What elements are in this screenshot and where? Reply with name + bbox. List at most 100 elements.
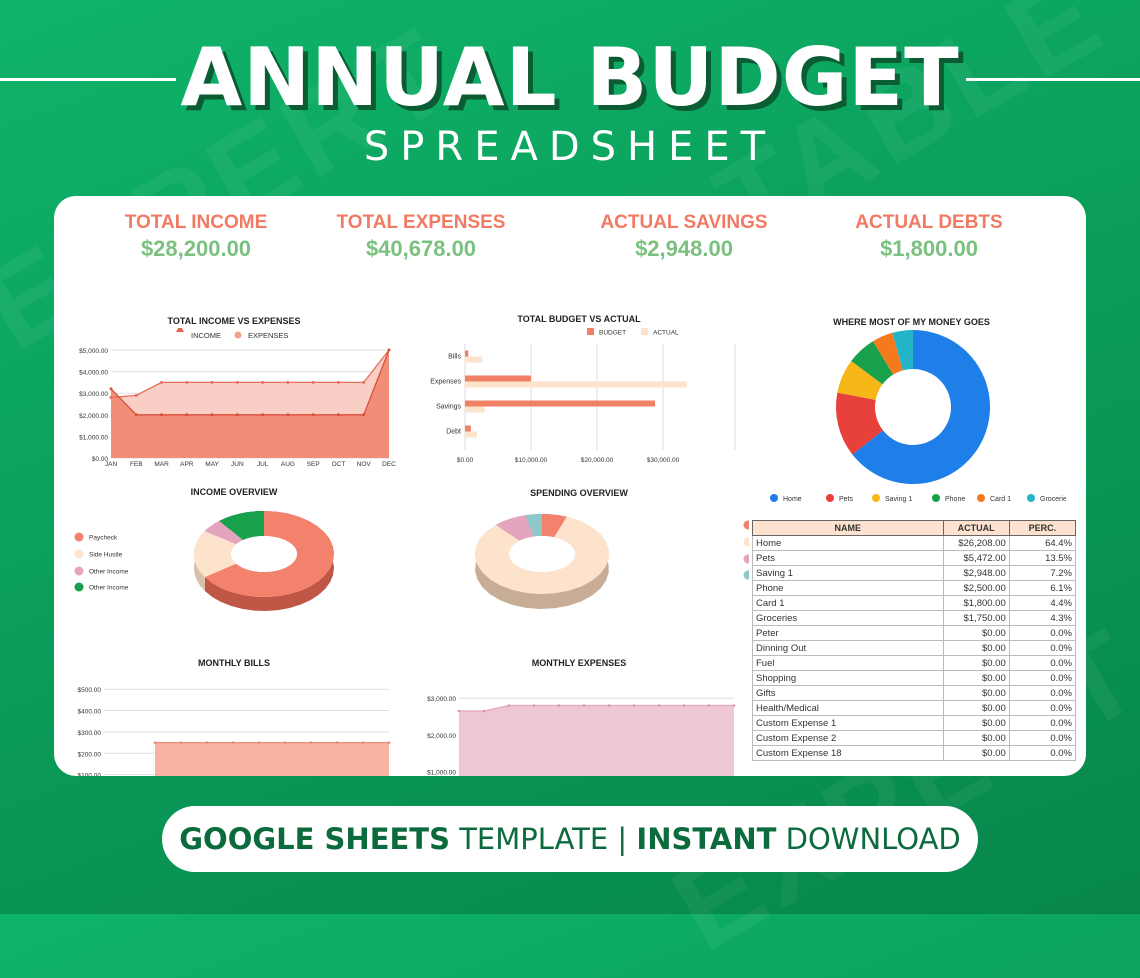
legend-marker-expenses xyxy=(234,331,242,339)
table-cell: $0.00 xyxy=(942,715,1010,731)
table-row: Custom Expense 2 $0.00 0.0% xyxy=(752,730,1077,746)
bar-budget xyxy=(465,400,656,407)
legend-marker xyxy=(770,494,778,502)
y-tick-label: Savings xyxy=(436,404,461,411)
data-point xyxy=(179,741,183,744)
x-tick-label: MAY xyxy=(205,461,219,468)
table-cell: 64.4% xyxy=(1008,535,1077,551)
table-cell: Fuel xyxy=(752,655,944,671)
data-point xyxy=(160,413,164,417)
y-tick-label: $4,000.00 xyxy=(79,370,108,377)
table-cell: Home xyxy=(752,535,944,551)
bar-actual xyxy=(465,431,477,438)
data-point xyxy=(185,380,189,384)
table-cell: Custom Expense 2 xyxy=(752,730,944,746)
bar-budget xyxy=(465,425,471,432)
banner-text: GOOGLE SHEETS xyxy=(179,822,450,856)
pie-slice xyxy=(837,361,883,400)
kpi-value: $1,800.00 xyxy=(880,236,978,261)
data-point xyxy=(557,704,561,707)
legend-label: Paycheck xyxy=(89,535,118,542)
data-point xyxy=(286,413,290,417)
table-row: Phone $2,500.00 6.1% xyxy=(752,580,1077,596)
legend-marker-budget xyxy=(587,328,594,335)
table-cell: 13.5% xyxy=(1008,550,1077,566)
table-cell: Dinning Out xyxy=(752,640,944,656)
legend-marker xyxy=(932,494,940,502)
pie-slice xyxy=(872,332,903,375)
table-cell: 4.3% xyxy=(1008,610,1077,626)
legend-marker xyxy=(743,554,749,564)
table-cell: Gifts xyxy=(752,685,944,701)
kpi-actual-savings: ACTUAL SAVINGS $2,948.00 xyxy=(574,212,794,262)
x-tick-label: $10,000.00 xyxy=(515,457,548,464)
x-tick-label: JAN xyxy=(105,461,118,468)
data-point xyxy=(482,709,486,713)
table-cell: $0.00 xyxy=(942,745,1010,761)
x-tick-label: JUN xyxy=(231,461,244,468)
monthly-expenses-chart: $1,000.00 $2,000.00 $3,000.00 xyxy=(427,696,736,776)
data-point xyxy=(210,413,214,417)
data-point xyxy=(286,380,290,384)
y-tick-label: $500.00 xyxy=(78,687,102,694)
data-point xyxy=(682,704,686,707)
banner-text: INSTANT xyxy=(636,822,777,856)
y-tick-label: $5,000.00 xyxy=(79,348,108,355)
donut-hole xyxy=(231,536,297,572)
kpi-label: ACTUAL SAVINGS xyxy=(600,212,768,233)
table-cell: $0.00 xyxy=(942,640,1010,656)
legend-marker xyxy=(74,566,84,576)
table-row: Groceries $1,750.00 4.3% xyxy=(752,610,1077,626)
table-row: Custom Expense 1 $0.00 0.0% xyxy=(752,715,1077,731)
pie-slice xyxy=(204,511,334,597)
table-cell: Custom Expense 18 xyxy=(752,745,944,761)
kpi-label: ACTUAL DEBTS xyxy=(855,212,1003,233)
bar-budget xyxy=(465,350,469,357)
table-row: Gifts $0.00 0.0% xyxy=(752,685,1077,701)
table-cell: $1,750.00 xyxy=(942,610,1010,626)
data-point xyxy=(336,413,340,417)
series-area xyxy=(459,705,734,776)
y-tick-label: $2,000.00 xyxy=(79,413,108,420)
data-point xyxy=(309,741,313,744)
table-row: Peter $0.00 0.0% xyxy=(752,625,1077,641)
legend-marker xyxy=(74,582,84,592)
kpi-actual-debts: ACTUAL DEBTS $1,800.00 xyxy=(819,212,1039,262)
kpi-value: $2,948.00 xyxy=(635,236,733,261)
data-point xyxy=(231,741,235,744)
table-cell: $2,500.00 xyxy=(942,580,1010,596)
data-point xyxy=(235,413,239,417)
kpi-label: TOTAL EXPENSES xyxy=(336,212,506,233)
y-tick-label: $2,000.00 xyxy=(427,733,456,740)
table-cell: 0.0% xyxy=(1008,730,1077,746)
column-header: NAME xyxy=(752,520,944,536)
x-tick-label: FEB xyxy=(130,461,143,468)
pie-slice xyxy=(204,520,243,545)
data-point xyxy=(134,413,138,417)
table-cell: $0.00 xyxy=(942,625,1010,641)
pie-slice xyxy=(525,514,542,537)
series-line-expenses xyxy=(110,349,390,399)
bottom-banner: GOOGLE SHEETS TEMPLATE | INSTANT DOWNLOA… xyxy=(162,806,978,872)
table-cell: $26,208.00 xyxy=(942,535,1010,551)
y-tick-label: $300.00 xyxy=(78,730,102,737)
legend-label: Phone xyxy=(945,496,965,503)
bar-actual xyxy=(465,381,687,388)
data-point xyxy=(335,741,339,744)
legend-label: Card 1 xyxy=(990,496,1011,503)
pie-slice xyxy=(892,330,913,371)
chart-title-monthly-bills: MONTHLY BILLS xyxy=(197,658,270,668)
table-cell: $0.00 xyxy=(942,655,1010,671)
table-cell: 6.1% xyxy=(1008,580,1077,596)
legend-label: Saving 1 xyxy=(885,496,912,503)
data-point xyxy=(607,704,611,707)
data-point xyxy=(210,380,214,384)
legend-marker xyxy=(743,570,749,580)
spending-table: NAME ACTUAL PERC. Home $26,208.00 64.4% Pet… xyxy=(752,520,1077,761)
data-point xyxy=(205,741,209,744)
table-cell: $0.00 xyxy=(942,685,1010,701)
table-cell: 0.0% xyxy=(1008,670,1077,686)
data-point xyxy=(311,413,315,417)
data-point xyxy=(153,741,157,744)
